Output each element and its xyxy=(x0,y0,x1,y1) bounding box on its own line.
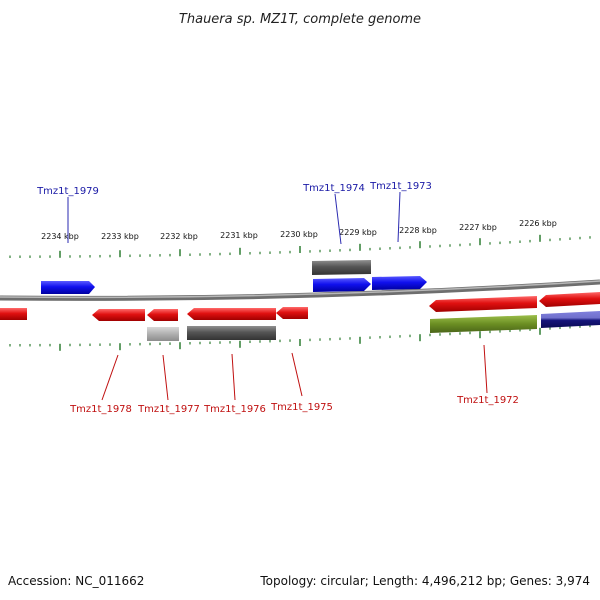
map-title: Thauera sp. MZ1T, complete genome xyxy=(179,12,421,27)
outer-scale-ticks xyxy=(9,234,591,258)
gene-tmz1t-1975[interactable] xyxy=(276,307,308,319)
kbp-label: 2227 kbp xyxy=(459,223,497,232)
reverse-strand-genes xyxy=(0,292,600,321)
reverse-gene-labels: Tmz1t_1978 Tmz1t_1977 Tmz1t_1976 Tmz1t_1… xyxy=(69,344,519,415)
gene-label-tmz1t-1975[interactable]: Tmz1t_1975 xyxy=(270,402,333,413)
pseudo-feature-tmz1t-1977[interactable] xyxy=(147,327,179,341)
gene-tmz1t-1978[interactable] xyxy=(92,309,145,321)
forward-gene-labels: Tmz1t_1979 Tmz1t_1974 Tmz1t_1973 xyxy=(36,181,432,245)
green-feature-tmz1t-1972[interactable] xyxy=(430,315,537,333)
accession-text: Accession: NC_011662 xyxy=(8,574,145,588)
genome-summary-text: Topology: circular; Length: 4,496,212 bp… xyxy=(260,574,590,588)
genome-backbone xyxy=(0,279,600,301)
kbp-label: 2228 kbp xyxy=(399,226,437,235)
gene-partial-left[interactable] xyxy=(0,308,27,320)
gene-tmz1t-1979[interactable] xyxy=(41,281,95,294)
kbp-label: 2232 kbp xyxy=(160,232,198,241)
label-leader-line xyxy=(291,352,303,397)
kbp-label: 2234 kbp xyxy=(41,232,79,241)
gene-label-tmz1t-1979[interactable]: Tmz1t_1979 xyxy=(36,186,99,197)
cds-feature-tmz1t-1974[interactable] xyxy=(312,260,371,275)
gene-label-tmz1t-1976[interactable]: Tmz1t_1976 xyxy=(203,404,266,415)
kbp-label: 2230 kbp xyxy=(280,230,318,239)
label-leader-line xyxy=(162,354,169,401)
gene-tmz1t-1973[interactable] xyxy=(372,276,427,290)
forward-strand-genes xyxy=(41,276,427,294)
label-leader-line xyxy=(231,353,236,401)
gene-label-tmz1t-1977[interactable]: Tmz1t_1977 xyxy=(137,404,200,415)
gene-label-tmz1t-1973[interactable]: Tmz1t_1973 xyxy=(369,181,432,192)
kbp-label: 2233 kbp xyxy=(101,232,139,241)
kbp-label: 2231 kbp xyxy=(220,231,258,240)
navy-feature-right[interactable] xyxy=(541,311,600,328)
genome-backbone-highlight xyxy=(0,280,600,299)
feature-tracks xyxy=(147,260,600,341)
gene-label-tmz1t-1978[interactable]: Tmz1t_1978 xyxy=(69,404,132,415)
kbp-label: 2226 kbp xyxy=(519,219,557,228)
gene-partial-right[interactable] xyxy=(539,292,600,307)
kbp-scale-labels: 2234 kbp 2233 kbp 2232 kbp 2231 kbp 2230… xyxy=(41,219,557,241)
gene-tmz1t-1972[interactable] xyxy=(429,296,537,312)
inner-scale-ticks xyxy=(9,324,591,351)
kbp-label: 2229 kbp xyxy=(339,228,377,237)
gene-tmz1t-1974[interactable] xyxy=(313,278,371,292)
label-leader-line xyxy=(101,354,119,401)
gene-tmz1t-1976[interactable] xyxy=(187,308,276,320)
cds-feature-tmz1t-1976[interactable] xyxy=(187,326,276,340)
label-leader-line xyxy=(397,191,401,243)
label-leader-line xyxy=(334,193,342,245)
gene-tmz1t-1977[interactable] xyxy=(147,309,178,321)
gene-label-tmz1t-1972[interactable]: Tmz1t_1972 xyxy=(456,395,519,406)
label-leader-line xyxy=(483,344,488,394)
gene-label-tmz1t-1974[interactable]: Tmz1t_1974 xyxy=(302,183,365,194)
